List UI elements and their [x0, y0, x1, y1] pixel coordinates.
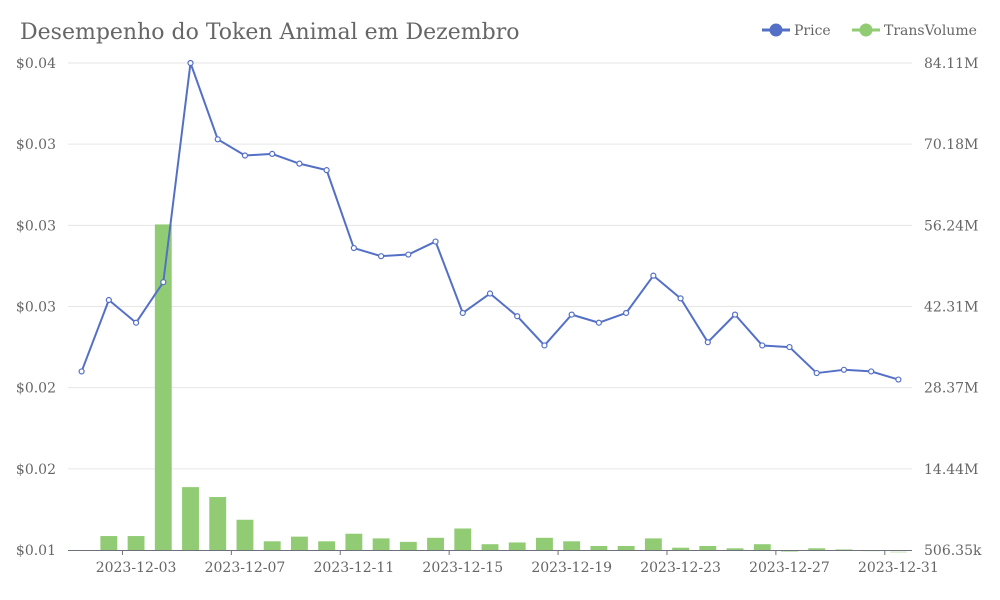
volume-bar — [699, 545, 717, 550]
volume-bar — [726, 548, 744, 550]
volume-bar — [536, 537, 553, 550]
volume-bar — [318, 541, 336, 550]
volume-bar — [563, 541, 581, 550]
price-point — [241, 152, 249, 159]
volume-bar — [290, 536, 308, 550]
y-left-tick-label: $0.03 — [16, 218, 56, 234]
price-point — [786, 343, 793, 351]
volume-bar — [781, 551, 798, 552]
price-point — [704, 339, 711, 346]
price-point — [296, 160, 303, 167]
price-point — [868, 368, 875, 375]
legend-item-price[interactable]: Price — [762, 23, 831, 39]
volume-bar — [236, 519, 254, 550]
x-tick-label: 2023-12-27 — [749, 560, 830, 576]
y-right-tick-label: 14.44M — [924, 462, 978, 478]
y-right-tick-label: 56.24M — [924, 218, 978, 234]
y-left-tick-label: $0.04 — [16, 56, 56, 72]
volume-bar — [209, 497, 227, 550]
price-point — [132, 319, 140, 326]
volume-bar — [345, 533, 363, 550]
price-point — [677, 295, 684, 302]
x-tick-label: 2023-12-31 — [858, 560, 939, 576]
legend-item-transvolume[interactable]: TransVolume — [852, 23, 977, 39]
price-point — [160, 279, 167, 286]
volume-bars — [100, 224, 907, 553]
price-point — [187, 59, 194, 67]
price-point — [459, 309, 466, 317]
price-point — [568, 311, 575, 318]
legend-label: Price — [794, 23, 831, 39]
y-right-tick-label: 42.31M — [924, 300, 978, 316]
legend[interactable]: Price TransVolume — [762, 23, 977, 39]
volume-bar — [753, 544, 771, 550]
y-left-tick-label: $0.02 — [16, 381, 56, 397]
gridlines — [68, 62, 912, 470]
volume-bar — [808, 548, 826, 550]
chart-title: Desempenho do Token Animal em Dezembro — [20, 20, 520, 45]
legend-swatch-dot — [859, 23, 873, 37]
volume-bar — [427, 537, 444, 550]
volume-bar — [889, 551, 907, 553]
volume-bar — [508, 542, 526, 550]
legend-label: TransVolume — [884, 23, 977, 39]
volume-bar — [399, 541, 417, 550]
price-point — [486, 290, 494, 297]
y-left-tick-label: $0.03 — [16, 137, 56, 153]
price-point — [323, 167, 330, 174]
x-tick-label: 2023-12-07 — [205, 560, 286, 576]
y-right-tick-label: 506.35k — [924, 543, 982, 559]
x-tick-label: 2023-12-15 — [422, 560, 503, 576]
price-point — [377, 253, 385, 260]
volume-bar — [263, 541, 281, 550]
volume-bar — [100, 536, 118, 550]
price-point — [541, 342, 548, 349]
volume-bar — [372, 538, 390, 550]
price-line-layer — [78, 59, 902, 383]
volume-bar — [481, 544, 499, 550]
legend-swatch-dot — [769, 23, 783, 37]
price-point — [595, 319, 603, 326]
price-point — [813, 369, 820, 377]
volume-bar — [835, 549, 853, 550]
volume-bar — [590, 545, 608, 550]
x-tick-label: 2023-12-11 — [314, 560, 395, 576]
price-point — [405, 251, 412, 258]
price-point — [731, 311, 739, 318]
x-tick-label: 2023-12-03 — [96, 560, 177, 576]
volume-bar — [454, 528, 472, 550]
volume-bar — [644, 538, 662, 550]
x-tick-label: 2023-12-23 — [640, 560, 721, 576]
volume-bar — [182, 487, 199, 550]
price-point — [269, 150, 276, 158]
y-left-tick-label: $0.01 — [16, 543, 56, 559]
volume-bar — [154, 224, 172, 551]
price-point — [840, 366, 848, 373]
price-point — [514, 313, 521, 320]
price-point — [650, 272, 657, 279]
y-right-tick-label: 70.18M — [924, 137, 978, 153]
price-line — [80, 62, 899, 381]
price-point — [214, 136, 221, 143]
volume-bar — [672, 547, 690, 550]
volume-bar — [617, 545, 635, 550]
volume-bar — [127, 536, 145, 550]
x-tick-label: 2023-12-19 — [531, 560, 612, 576]
price-point — [78, 368, 85, 375]
price-point — [895, 376, 902, 383]
price-point — [623, 309, 630, 317]
y-right-tick-label: 84.11M — [924, 56, 978, 72]
price-point — [350, 244, 357, 252]
y-left-tick-label: $0.02 — [16, 462, 56, 478]
price-point — [759, 342, 766, 349]
axes: $0.01 506.35k $0.02 14.44M $0.02 28.37M $0.03 4… — [16, 56, 982, 576]
price-point — [105, 296, 112, 304]
y-left-tick-label: $0.03 — [16, 300, 56, 316]
price-point — [432, 238, 439, 245]
y-right-tick-label: 28.37M — [924, 381, 978, 397]
